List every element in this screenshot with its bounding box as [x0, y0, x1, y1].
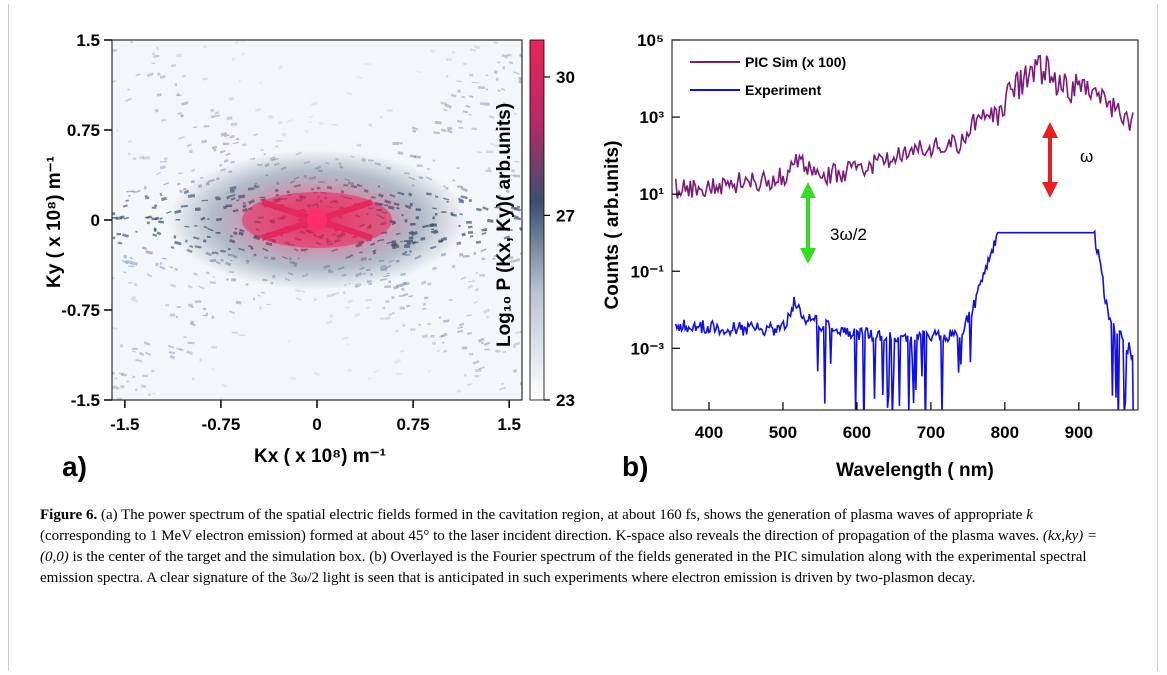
legend-label-experiment: Experiment — [745, 82, 822, 98]
figure-caption: Figure 6. (a) The power spectrum of the … — [40, 505, 1125, 589]
caption-k-symbol: k — [1026, 507, 1033, 523]
series-line-pic-sim — [674, 54, 1134, 199]
figure-number: Figure 6. — [40, 507, 98, 523]
x-tick-label: 1.5 — [497, 415, 521, 434]
x-tick-label: 400 — [695, 423, 723, 442]
x-axis-label: Kx ( x 10⁸) m⁻¹ — [254, 446, 386, 467]
y-tick-label: -0.75 — [61, 301, 100, 320]
x-tick-label: 0 — [312, 415, 321, 434]
x-tick-label: 900 — [1065, 423, 1093, 442]
y-tick-label: 10⁻¹ — [630, 262, 664, 281]
y-tick-label: 0.75 — [67, 121, 100, 140]
colorbar-tick-label: 30 — [556, 68, 575, 87]
x-tick-label: 600 — [843, 423, 871, 442]
panel-b-letter: b) — [622, 451, 648, 482]
colorbar-label: Log₁₀ P (Kx, Ky)( arb.units) — [494, 103, 515, 347]
figure-frame — [8, 4, 1158, 671]
series-line-experiment — [674, 229, 1134, 410]
x-tick-label: 800 — [991, 423, 1019, 442]
x-axis-label: Wavelength ( nm) — [836, 460, 994, 481]
colorbar-tick-label: 23 — [556, 391, 575, 410]
x-tick-label: 500 — [769, 423, 797, 442]
y-axis-label: Ky ( x 10⁸) m⁻¹ — [44, 156, 65, 288]
colorbar-tick-label: 27 — [556, 206, 575, 225]
caption-text-2: (corresponding to 1 MeV electron emissio… — [40, 528, 1043, 544]
y-tick-label: 10¹ — [639, 185, 664, 204]
caption-text-3: is the center of the target and the simu… — [40, 549, 1087, 586]
panel-a-chart: -1.5 -0.75 0 0.75 1.5 1.5 0.75 0 -0.75 -1.5 30 27… — [44, 31, 575, 482]
x-tick-label: 0.75 — [397, 415, 430, 434]
spectrum-plot-area — [671, 39, 1139, 411]
y-tick-label: -1.5 — [71, 391, 100, 410]
three-halves-label: 3ω/2 — [830, 225, 867, 244]
x-tick-label: -1.5 — [110, 415, 139, 434]
panel-a-letter: a) — [62, 451, 87, 482]
caption-math: (kx,ky) = (0,0) — [40, 528, 1098, 565]
y-tick-label: 10⁵ — [637, 31, 664, 50]
legend-label-pic: PIC Sim (x 100) — [745, 54, 846, 70]
heatmap-texture — [112, 40, 522, 400]
heatmap-peak — [307, 210, 327, 230]
y-tick-label: 10³ — [639, 108, 664, 127]
y-tick-label: 1.5 — [76, 31, 100, 50]
x-tick-label: -0.75 — [202, 415, 241, 434]
omega-label: ω — [1080, 147, 1093, 166]
caption-text-1: (a) The power spectrum of the spatial el… — [100, 507, 1027, 523]
x-tick-label: 700 — [917, 423, 945, 442]
colorbar — [529, 39, 545, 401]
y-axis-label: Counts ( arb.units) — [602, 141, 623, 310]
y-tick-label: 10⁻³ — [630, 339, 664, 358]
y-tick-label: 0 — [91, 211, 100, 230]
panel-b-chart: 400 500 600 700 800 900 10⁵ 10³ 10¹ 10⁻¹ 10⁻³ PIC… — [602, 31, 1139, 482]
